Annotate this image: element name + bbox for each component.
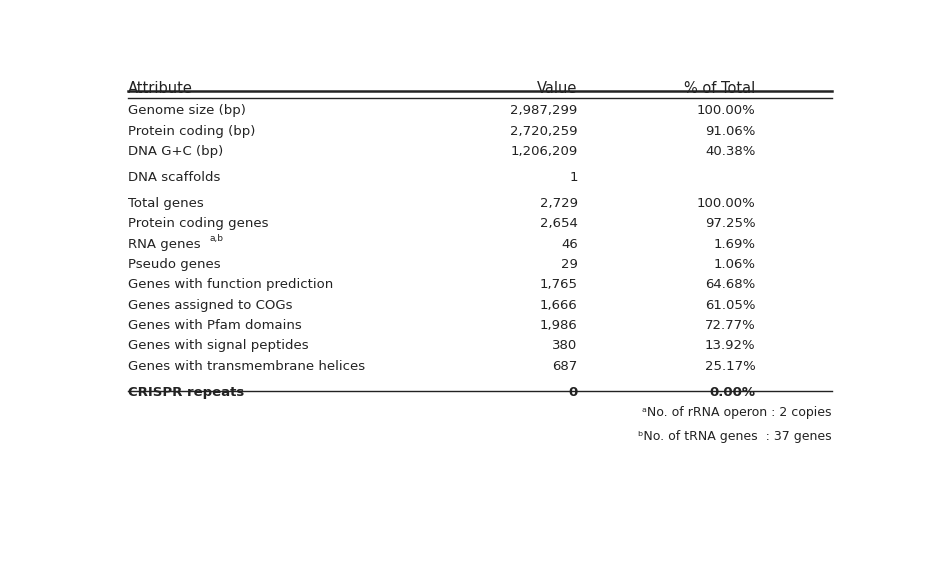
Text: Genes with function prediction: Genes with function prediction (128, 278, 333, 292)
Text: a,b: a,b (210, 234, 224, 243)
Text: 100.00%: 100.00% (696, 105, 755, 117)
Text: Genes assigned to COGs: Genes assigned to COGs (128, 299, 292, 312)
Text: 380: 380 (552, 339, 578, 352)
Text: 0: 0 (568, 386, 578, 398)
Text: 40.38%: 40.38% (705, 145, 755, 158)
Text: Total genes: Total genes (128, 197, 204, 210)
Text: 1,206,209: 1,206,209 (510, 145, 578, 158)
Text: Genes with transmembrane helices: Genes with transmembrane helices (128, 360, 365, 373)
Text: Attribute: Attribute (128, 81, 193, 97)
Text: 29: 29 (561, 258, 578, 271)
Text: 91.06%: 91.06% (705, 125, 755, 138)
Text: 25.17%: 25.17% (705, 360, 755, 373)
Text: DNA G+C (bp): DNA G+C (bp) (128, 145, 223, 158)
Text: ᵃNo. of rRNA operon : 2 copies: ᵃNo. of rRNA operon : 2 copies (642, 406, 831, 419)
Text: 97.25%: 97.25% (705, 217, 755, 230)
Text: 1,986: 1,986 (540, 319, 578, 332)
Text: 0.00%: 0.00% (709, 386, 755, 398)
Text: Pseudo genes: Pseudo genes (128, 258, 221, 271)
Text: Genes with signal peptides: Genes with signal peptides (128, 339, 309, 352)
Text: CRISPR repeats: CRISPR repeats (128, 386, 244, 398)
Text: 100.00%: 100.00% (696, 197, 755, 210)
Text: 2,987,299: 2,987,299 (510, 105, 578, 117)
Text: Genome size (bp): Genome size (bp) (128, 105, 246, 117)
Text: 1,765: 1,765 (540, 278, 578, 292)
Text: 687: 687 (552, 360, 578, 373)
Text: Protein coding genes: Protein coding genes (128, 217, 269, 230)
Text: 13.92%: 13.92% (705, 339, 755, 352)
Text: 61.05%: 61.05% (705, 299, 755, 312)
Text: Value: Value (537, 81, 578, 97)
Text: 64.68%: 64.68% (705, 278, 755, 292)
Text: 2,729: 2,729 (540, 197, 578, 210)
Text: 2,720,259: 2,720,259 (510, 125, 578, 138)
Text: 2,654: 2,654 (540, 217, 578, 230)
Text: % of Total: % of Total (684, 81, 755, 97)
Text: 46: 46 (561, 238, 578, 251)
Text: Protein coding (bp): Protein coding (bp) (128, 125, 256, 138)
Text: DNA scaffolds: DNA scaffolds (128, 171, 220, 184)
Text: 72.77%: 72.77% (705, 319, 755, 332)
Text: 1: 1 (569, 171, 578, 184)
Text: 1.69%: 1.69% (713, 238, 755, 251)
Text: Genes with Pfam domains: Genes with Pfam domains (128, 319, 301, 332)
Text: 1.06%: 1.06% (713, 258, 755, 271)
Text: RNA genes: RNA genes (128, 238, 200, 251)
Text: ᵇNo. of tRNA genes  : 37 genes: ᵇNo. of tRNA genes : 37 genes (638, 430, 831, 443)
Text: 1,666: 1,666 (540, 299, 578, 312)
